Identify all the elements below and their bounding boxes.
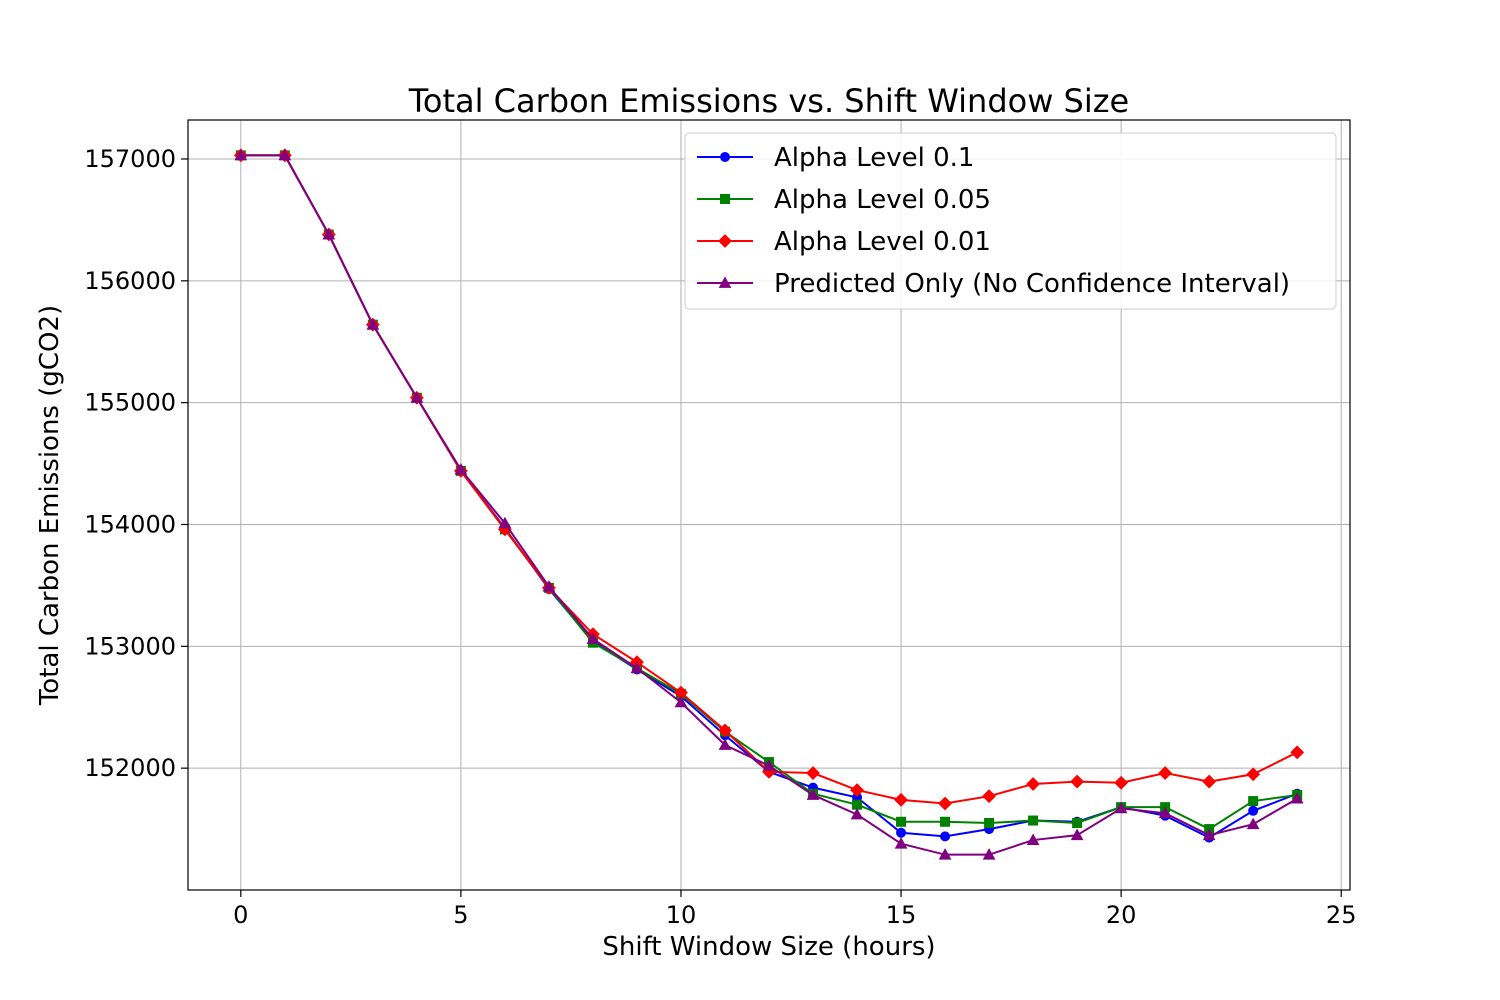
x-tick-label: 10 <box>666 901 697 929</box>
data-point <box>1070 774 1085 789</box>
x-tick-label: 20 <box>1106 901 1137 929</box>
data-point <box>542 580 556 592</box>
data-point <box>410 391 424 403</box>
data-point <box>984 817 995 828</box>
y-tick-label: 154000 <box>84 510 176 538</box>
data-point <box>1248 796 1259 807</box>
data-point <box>940 816 951 827</box>
data-point <box>1248 805 1259 816</box>
legend-marker <box>718 234 732 248</box>
legend-label: Alpha Level 0.01 <box>774 227 991 257</box>
legend-label: Predicted Only (No Confidence Interval) <box>774 269 1290 299</box>
data-point <box>1114 775 1129 790</box>
legend: Alpha Level 0.1 Alpha Level 0.05 Alpha Lev… <box>684 132 1337 310</box>
data-point <box>1246 817 1260 830</box>
chart-title: Total Carbon Emissions vs. Shift Window … <box>408 82 1129 120</box>
y-tick-label: 155000 <box>84 389 176 417</box>
data-point <box>1202 774 1217 789</box>
y-tick-label: 152000 <box>84 754 176 782</box>
x-tick-label: 25 <box>1326 901 1357 929</box>
series-4 <box>234 148 1304 860</box>
legend-label: Alpha Level 0.1 <box>774 143 974 173</box>
x-tick-label: 5 <box>453 901 468 929</box>
data-point <box>1072 817 1083 828</box>
data-point <box>896 816 907 827</box>
legend-marker <box>720 152 730 162</box>
data-point <box>718 738 732 750</box>
y-tick-label: 157000 <box>84 145 176 173</box>
data-point <box>366 318 380 330</box>
legend-label: Alpha Level 0.05 <box>774 185 991 215</box>
data-point <box>896 827 907 838</box>
data-point <box>850 807 864 820</box>
data-point <box>1290 745 1305 760</box>
data-point <box>1114 801 1128 814</box>
data-point <box>1202 828 1216 841</box>
legend-item: Alpha Level 0.1 <box>697 143 974 173</box>
data-point <box>1290 792 1304 804</box>
data-point <box>674 695 688 708</box>
data-point <box>940 831 951 842</box>
data-point <box>938 796 952 811</box>
data-point <box>630 661 644 674</box>
legend-box <box>684 132 1337 310</box>
data-point <box>1246 767 1261 782</box>
y-axis-ticks: 152000 153000 154000 155000 156000 157000 <box>84 145 188 782</box>
data-point <box>1026 833 1040 845</box>
legend-marker <box>720 194 730 204</box>
gridlines <box>188 120 1350 890</box>
data-point <box>852 799 863 810</box>
y-tick-label: 156000 <box>84 267 176 295</box>
data-point <box>1026 777 1040 791</box>
data-point <box>278 148 292 161</box>
data-point <box>1158 766 1173 780</box>
data-point <box>850 783 864 798</box>
data-point <box>454 463 468 475</box>
data-point <box>1158 806 1172 819</box>
x-tick-label: 15 <box>886 901 917 929</box>
data-point <box>1028 815 1039 826</box>
legend-item: Alpha Level 0.01 <box>697 227 991 257</box>
y-tick-label: 153000 <box>84 632 176 660</box>
data-point <box>938 848 952 860</box>
data-point <box>1070 828 1084 841</box>
legend-marker <box>718 276 732 288</box>
data-point <box>982 848 996 860</box>
x-axis-ticks: 0 5 10 15 20 25 <box>233 890 1356 929</box>
data-point <box>806 788 820 800</box>
x-axis-label: Shift Window Size (hours) <box>602 932 935 962</box>
data-point <box>806 766 820 780</box>
data-point <box>894 792 908 807</box>
data-point <box>718 723 732 738</box>
data-point <box>982 789 996 804</box>
x-tick-label: 0 <box>233 901 248 929</box>
legend-item: Alpha Level 0.05 <box>697 185 991 215</box>
data-point <box>234 148 248 161</box>
series-layer <box>233 148 1305 860</box>
data-point <box>498 516 512 529</box>
data-point <box>894 837 908 849</box>
legend-item: Predicted Only (No Confidence Interval) <box>697 269 1290 299</box>
data-point <box>586 632 600 644</box>
plot-frame <box>187 119 1351 891</box>
data-point <box>762 759 776 771</box>
y-axis-label: Total Carbon Emissions (gCO2) <box>35 305 65 706</box>
data-point <box>322 227 336 240</box>
